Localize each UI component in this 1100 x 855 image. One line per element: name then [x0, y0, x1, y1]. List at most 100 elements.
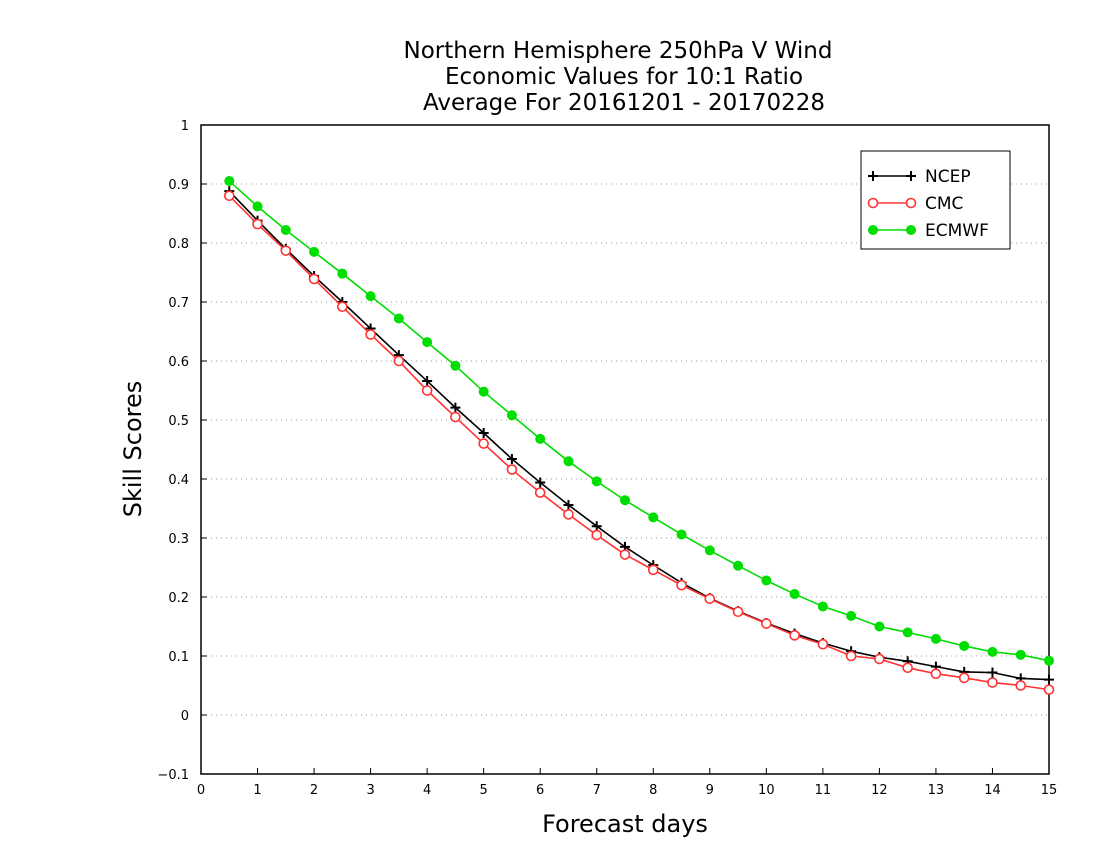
data-point-ncep: [506, 453, 517, 464]
data-point-ncep: [987, 667, 998, 678]
data-point-ncep: [591, 521, 602, 532]
data-point-cmc: [1043, 684, 1055, 695]
data-point-ecmwf: [676, 529, 687, 540]
data-point-ecmwf: [224, 176, 235, 187]
series-ncep: [224, 186, 1054, 685]
x-tick-label: 13: [928, 783, 945, 798]
chart-title: Northern Hemisphere 250hPa V Wind Econom…: [404, 38, 833, 116]
legend-label-ncep: NCEP: [925, 167, 971, 187]
series-ecmwf: [224, 176, 1054, 666]
y-tick-label: 0.2: [168, 591, 189, 606]
data-point-ecmwf: [478, 386, 489, 397]
x-axis-ticks: 0 1 2 3 4 5 6 7 8 9 10 11 12 13 14 15: [197, 768, 1057, 798]
x-tick-label: 10: [758, 783, 775, 798]
chart-title-line-2: Economic Values for 10:1 Ratio: [445, 64, 803, 90]
data-point-ecmwf: [1015, 649, 1026, 660]
y-tick-label: 0.5: [168, 414, 189, 429]
data-point-cmc: [478, 438, 489, 449]
plot-area-frame: [200, 124, 1050, 775]
legend-marker: [868, 225, 878, 235]
data-point-ecmwf: [337, 268, 348, 279]
data-point-cmc: [817, 638, 829, 650]
data-point-cmc: [902, 662, 913, 674]
x-tick-label: 8: [649, 783, 657, 798]
data-point-cmc: [421, 385, 433, 396]
legend-marker: [867, 197, 879, 209]
legend-label-ecmwf: ECMWF: [925, 221, 989, 241]
data-point-cmc: [337, 301, 348, 313]
data-point-ecmwf: [987, 646, 998, 657]
legend-entry-cmc: CMC: [867, 194, 963, 214]
legend-label-cmc: CMC: [925, 194, 963, 214]
data-point-cmc: [619, 549, 631, 560]
y-tick-label: −0.1: [157, 768, 189, 783]
data-point-cmc: [930, 668, 942, 680]
y-axis-title: Skill Scores: [119, 381, 147, 518]
y-tick-label: 0.6: [168, 355, 189, 370]
y-tick-label: 0.8: [168, 237, 189, 252]
series-lines: [223, 176, 1055, 695]
data-point-ecmwf: [365, 291, 376, 302]
y-tick-label: 0.1: [168, 650, 189, 665]
legend-marker: [905, 197, 917, 209]
data-point-ecmwf: [733, 560, 744, 571]
data-point-cmc: [676, 579, 687, 591]
data-point-ncep: [535, 477, 546, 488]
data-point-cmc: [252, 218, 263, 230]
x-tick-label: 3: [366, 783, 374, 798]
x-tick-label: 0: [197, 783, 205, 798]
y-tick-label: 0.4: [168, 473, 189, 488]
data-point-ecmwf: [874, 621, 885, 632]
data-point-ecmwf: [450, 360, 461, 371]
data-point-ecmwf: [817, 601, 828, 612]
series-cmc: [223, 190, 1055, 695]
data-point-ncep: [450, 402, 461, 413]
data-point-ecmwf: [393, 313, 404, 324]
data-point-cmc: [534, 487, 546, 498]
legend-entry-ecmwf: ECMWF: [868, 221, 989, 241]
legend-marker: [906, 225, 916, 235]
data-point-ncep: [1044, 674, 1054, 685]
y-tick-label: 1: [181, 119, 189, 134]
chart-title-line-3: Average For 20161201 - 20170228: [423, 90, 825, 116]
data-point-ecmwf: [930, 633, 941, 644]
data-point-cmc: [761, 618, 772, 629]
data-point-cmc: [874, 653, 885, 665]
legend-marker: [868, 171, 878, 181]
data-point-ecmwf: [846, 610, 857, 621]
x-tick-label: 14: [984, 783, 1001, 798]
data-point-ecmwf: [959, 640, 970, 651]
x-tick-label: 11: [815, 783, 832, 798]
data-point-ecmwf: [1044, 655, 1054, 666]
x-tick-label: 5: [480, 783, 488, 798]
series-line-cmc: [228, 195, 1050, 691]
data-point-ncep: [478, 427, 489, 438]
data-point-ecmwf: [280, 225, 291, 236]
legend: NCEP CMC ECMWF: [860, 150, 1011, 250]
data-point-ecmwf: [789, 589, 800, 600]
data-point-ecmwf: [761, 575, 772, 586]
series-line-ecmwf: [228, 180, 1050, 662]
series-line-ncep: [228, 190, 1050, 681]
data-point-cmc: [789, 630, 800, 641]
data-point-cmc: [1015, 680, 1027, 691]
legend-box: [860, 150, 1011, 250]
x-tick-label: 9: [706, 783, 714, 798]
data-point-ecmwf: [252, 201, 263, 212]
data-point-cmc: [450, 411, 461, 423]
legend-entry-ncep: NCEP: [868, 167, 971, 187]
data-point-ecmwf: [704, 545, 715, 556]
y-axis-ticks: −0.1 0 0.1 0.2 0.3 0.4 0.5 0.6 0.7 0.8 0.9 1: [157, 119, 207, 783]
data-point-cmc: [732, 606, 744, 618]
data-point-ecmwf: [591, 476, 602, 487]
data-point-ncep: [422, 376, 433, 387]
x-tick-label: 7: [593, 783, 601, 798]
data-point-cmc: [591, 529, 603, 541]
data-point-cmc: [647, 564, 659, 576]
data-point-cmc: [563, 509, 574, 520]
x-tick-label: 15: [1041, 783, 1058, 798]
y-tick-label: 0.3: [168, 532, 189, 547]
data-point-cmc: [223, 190, 235, 202]
data-point-cmc: [987, 677, 998, 688]
